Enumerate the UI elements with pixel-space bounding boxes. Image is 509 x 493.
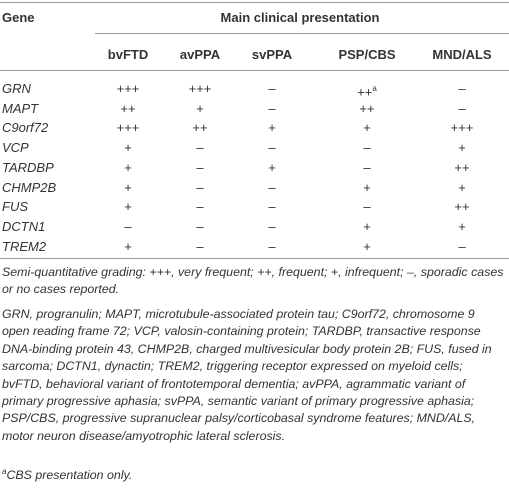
gene-name: VCP (2, 140, 29, 156)
cell: ++ (120, 100, 136, 116)
column-header: bvFTD (107, 47, 149, 62)
cell: +++ (188, 81, 212, 96)
footnote-mark: a (372, 84, 377, 93)
cell: + (458, 179, 466, 195)
cell: + (124, 179, 132, 195)
cell: +++ (450, 120, 474, 136)
cell: + (124, 159, 132, 175)
gene-name: DCTN1 (2, 218, 46, 234)
cell: – (196, 159, 204, 175)
gene-name: TREM2 (2, 238, 47, 254)
column-header: MND/ALS (432, 47, 492, 62)
cell: ++a (357, 81, 377, 100)
cell: – (458, 100, 466, 116)
cell: + (268, 120, 276, 136)
cell: + (458, 140, 466, 156)
cell: ++ (192, 120, 208, 136)
gene-name: C9orf72 (2, 120, 49, 136)
column-header: svPPA (251, 47, 293, 62)
cell: + (124, 199, 132, 215)
cell: +++ (116, 120, 140, 136)
footnote-text: CBS presentation only. (6, 468, 133, 483)
cell-text: ++ (357, 84, 373, 100)
gene-name: MAPT (2, 100, 39, 116)
cell: – (458, 81, 466, 96)
footnote: Semi-quantitative grading: +++, very fre… (2, 265, 504, 297)
gene-name: GRN (2, 81, 31, 96)
cell: – (124, 218, 132, 234)
cell: + (196, 100, 204, 116)
cell: – (363, 140, 371, 156)
rule (95, 33, 509, 34)
gene-name: FUS (2, 199, 28, 215)
gene-name: CHMP2B (2, 179, 57, 195)
gene-header: Gene (2, 10, 35, 25)
cell: – (268, 81, 276, 96)
footnote: aCBS presentation only. (2, 463, 505, 485)
cell: ++ (454, 159, 470, 175)
cell: – (268, 218, 276, 234)
rule (0, 2, 509, 3)
cell: – (268, 238, 276, 254)
cell: + (124, 238, 132, 254)
cell: + (124, 140, 132, 156)
rule (0, 70, 509, 71)
group-header: Main clinical presentation (220, 10, 380, 25)
cell: – (196, 140, 204, 156)
rule (0, 258, 509, 259)
cell: + (363, 120, 371, 136)
cell: + (268, 159, 276, 175)
cell: + (458, 218, 466, 234)
cell: – (268, 140, 276, 156)
cell: – (363, 159, 371, 175)
footnote: GRN, progranulin; MAPT, microtubule-asso… (2, 307, 492, 443)
footnote-mark: a (2, 467, 7, 476)
cell: + (363, 218, 371, 234)
cell: + (363, 238, 371, 254)
cell: – (268, 179, 276, 195)
cell: – (196, 218, 204, 234)
cell: + (363, 179, 371, 195)
cell: +++ (116, 81, 140, 96)
cell: – (363, 199, 371, 215)
column-header: avPPA (179, 47, 221, 62)
column-header: PSP/CBS (338, 47, 396, 62)
cell: ++ (359, 100, 375, 116)
gene-name: TARDBP (2, 159, 54, 175)
cell: – (268, 199, 276, 215)
cell: – (196, 179, 204, 195)
cell: – (196, 238, 204, 254)
cell: – (268, 100, 276, 116)
cell: ++ (454, 199, 470, 215)
cell: – (458, 238, 466, 254)
cell: – (196, 199, 204, 215)
